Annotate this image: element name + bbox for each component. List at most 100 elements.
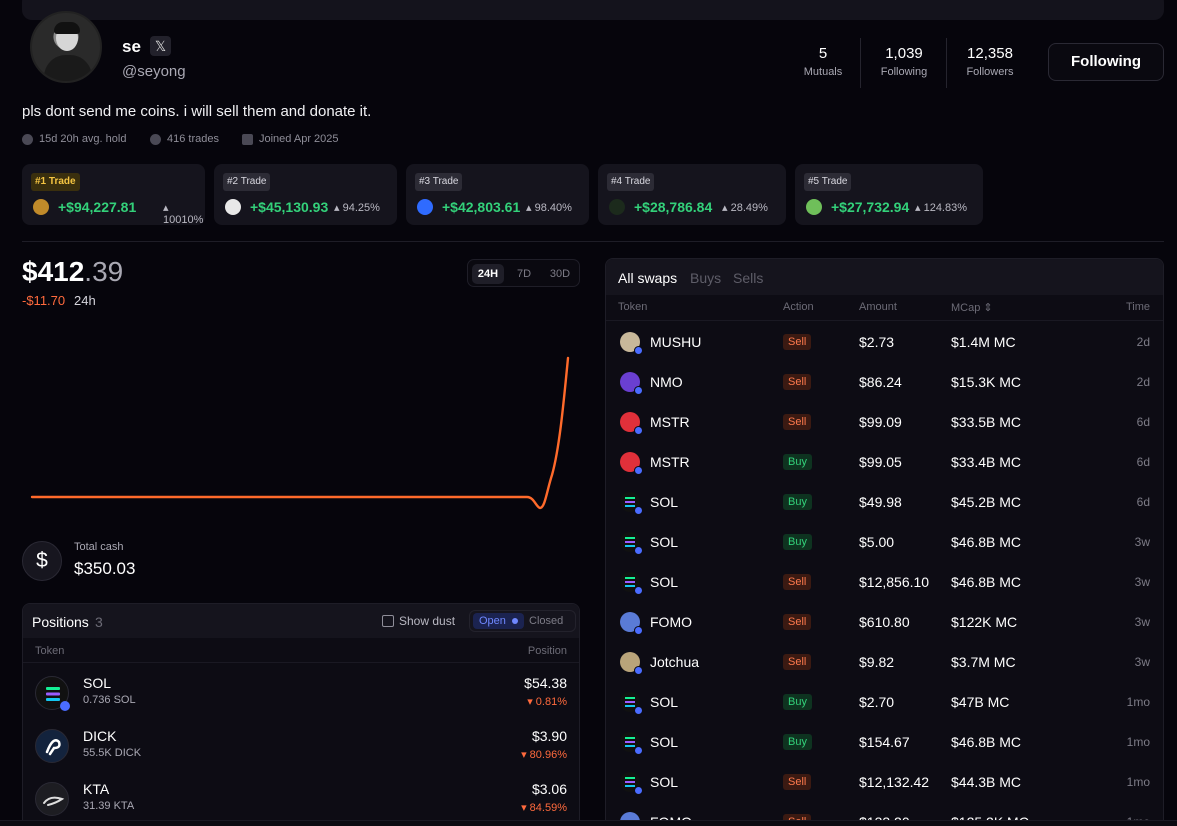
swap-amount: $2.73 [859, 334, 895, 350]
swap-amount: $49.98 [859, 494, 902, 510]
token-icon [417, 199, 433, 215]
range-24h[interactable]: 24H [472, 264, 504, 284]
range-7d[interactable]: 7D [516, 268, 532, 280]
position-change: ▾ 84.59% [521, 802, 567, 814]
token-icon [620, 572, 643, 595]
top-trade-card-1[interactable]: #1 Trade +$94,227.81 ▴ 10010% [22, 164, 205, 226]
column-mcap[interactable]: MCap ⇕ [951, 302, 993, 314]
portfolio-change: -$11.70 [22, 293, 66, 308]
stat-following-label: Following [880, 66, 928, 78]
swaps-panel: All swaps Buys Sells Token Action Amount… [605, 258, 1164, 826]
swap-row[interactable]: SOL Buy $5.00 $46.8B MC 3w [606, 521, 1163, 561]
swap-time: 1mo [1126, 735, 1150, 749]
token-icon [620, 532, 643, 555]
divider [860, 38, 861, 88]
swap-row[interactable]: SOL Buy $154.67 $46.8B MC 1mo [606, 721, 1163, 761]
sol-icon [35, 676, 70, 711]
token-icon [620, 772, 643, 795]
stat-mutuals[interactable]: 5 Mutuals [796, 45, 850, 78]
stat-following-value: 1,039 [885, 45, 923, 62]
swap-row[interactable]: Jotchua Sell $9.82 $3.7M MC 3w [606, 641, 1163, 681]
trade-percent: ▴ 98.40% [526, 202, 572, 214]
swap-mcap: $15.3K MC [951, 374, 1022, 390]
position-row[interactable]: KTA 31.39 KTA $3.06 ▾ 84.59% [23, 776, 579, 826]
joined-date: Joined Apr 2025 [242, 133, 339, 145]
swap-token: Jotchua [650, 654, 700, 670]
verified-icon [634, 386, 643, 395]
swap-row[interactable]: MSTR Buy $99.05 $33.4B MC 6d [606, 441, 1163, 481]
swap-mcap: $46.8B MC [951, 574, 1022, 590]
position-row[interactable]: DICK 55.5K DICK $3.90 ▾ 80.96% [23, 723, 579, 776]
stat-mutuals-label: Mutuals [803, 66, 843, 78]
trade-percent: ▴ 28.49% [722, 202, 768, 214]
swap-time: 3w [1134, 535, 1150, 549]
column-time: Time [1125, 301, 1150, 313]
top-trade-card-3[interactable]: #3 Trade +$42,803.61 ▴ 98.40% [406, 164, 589, 225]
token-icon [620, 732, 643, 755]
tab-all-swaps[interactable]: All swaps [618, 270, 678, 286]
open-tab-label: Open [479, 615, 506, 627]
stat-followers-value: 12,358 [967, 45, 1013, 62]
swap-action-badge: Buy [783, 734, 812, 750]
swap-row[interactable]: SOL Buy $49.98 $45.2B MC 6d [606, 481, 1163, 521]
position-value: $54.38 [524, 675, 567, 691]
trade-profit: +$45,130.93 [250, 199, 329, 215]
position-row[interactable]: SOL 0.736 SOL $54.38 ▾ 0.81% [23, 670, 579, 723]
top-trade-card-2[interactable]: #2 Trade +$45,130.93 ▴ 94.25% [214, 164, 397, 225]
stat-followers[interactable]: 12,358 Followers [958, 45, 1022, 78]
swap-mcap: $33.4B MC [951, 454, 1022, 470]
show-dust-label[interactable]: Show dust [399, 614, 456, 628]
closed-tab[interactable]: Closed [529, 615, 564, 627]
following-button[interactable]: Following [1048, 43, 1164, 81]
positions-title: Positions [32, 614, 89, 630]
trade-profit: +$94,227.81 [58, 199, 137, 215]
swap-token: MSTR [650, 454, 690, 470]
tab-sells[interactable]: Sells [733, 270, 764, 286]
position-change: ▾ 80.96% [521, 749, 567, 761]
swap-time: 3w [1134, 655, 1150, 669]
swap-mcap: $33.5B MC [951, 414, 1022, 430]
kta-token-icon [35, 782, 69, 816]
avg-hold-text: 15d 20h avg. hold [39, 133, 127, 145]
x-icon[interactable]: 𝕏 [150, 36, 171, 56]
token-icon [620, 332, 643, 355]
range-30d[interactable]: 30D [549, 268, 571, 280]
section-divider [22, 241, 1164, 242]
swap-row[interactable]: NMO Sell $86.24 $15.3K MC 2d [606, 361, 1163, 401]
avatar[interactable] [30, 11, 102, 83]
verified-icon [634, 706, 643, 715]
swap-token: SOL [650, 574, 679, 590]
swap-mcap: $44.3B MC [951, 774, 1022, 790]
profile-bio: pls dont send me coins. i will sell them… [22, 103, 372, 120]
column-position: Position [527, 645, 567, 657]
swap-row[interactable]: MUSHU Sell $2.73 $1.4M MC 2d [606, 321, 1163, 361]
trade-profit: +$28,786.84 [634, 199, 713, 215]
swap-time: 3w [1134, 615, 1150, 629]
swap-row[interactable]: SOL Sell $12,856.10 $46.8B MC 3w [606, 561, 1163, 601]
token-icon [620, 452, 643, 475]
show-dust-checkbox[interactable] [382, 615, 394, 627]
profile-name: se [122, 37, 141, 56]
token-icon [620, 412, 643, 435]
stat-following[interactable]: 1,039 Following [873, 45, 935, 78]
token-icon [620, 692, 643, 715]
top-trade-card-4[interactable]: #4 Trade +$28,786.84 ▴ 28.49% [598, 164, 786, 225]
swap-time: 2d [1136, 375, 1150, 389]
swap-row[interactable]: SOL Sell $12,132.42 $44.3B MC 1mo [606, 761, 1163, 801]
position-amount: 0.736 SOL [83, 694, 136, 706]
joined-date-text: Joined Apr 2025 [259, 133, 339, 145]
trade-rank-badge: #5 Trade [804, 173, 852, 191]
tab-buys[interactable]: Buys [690, 270, 722, 286]
column-token: Token [35, 645, 65, 657]
open-tab[interactable]: Open [473, 613, 524, 629]
top-trade-card-5[interactable]: #5 Trade +$27,732.94 ▴ 124.83% [795, 164, 983, 225]
swap-token: MUSHU [650, 334, 702, 350]
swap-time: 6d [1136, 495, 1150, 509]
swap-row[interactable]: FOMO Sell $610.80 $122K MC 3w [606, 601, 1163, 641]
swap-row[interactable]: MSTR Sell $99.09 $33.5B MC 6d [606, 401, 1163, 441]
swap-time: 2d [1136, 335, 1150, 349]
trade-percent: ▴ 124.83% [915, 202, 968, 214]
token-icon [620, 372, 643, 395]
swap-token: NMO [650, 374, 683, 390]
swap-row[interactable]: SOL Buy $2.70 $47B MC 1mo [606, 681, 1163, 721]
